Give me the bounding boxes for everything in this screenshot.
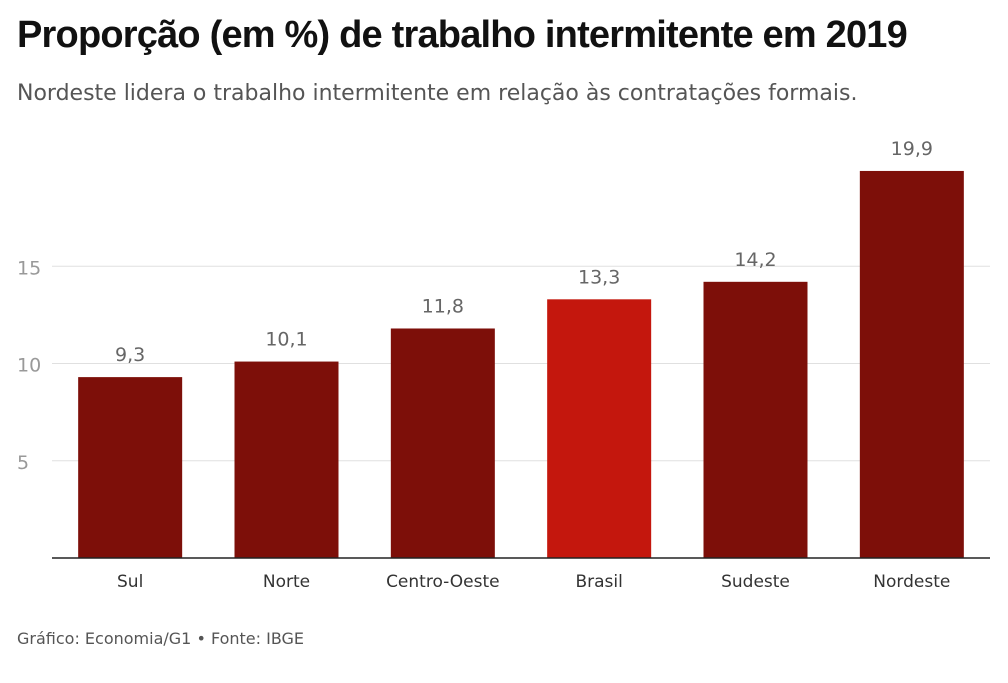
data-label: 9,3 [115, 344, 145, 366]
x-tick-label: Nordeste [873, 572, 950, 592]
x-tick-label: Sul [117, 572, 143, 592]
bar-chart: 5 10 15 9,3 Sul 10,1 Norte 11,8 Centro-Oeste 13,3… [17, 138, 990, 592]
chart-subtitle: Nordeste lidera o trabalho intermitente … [17, 81, 858, 106]
data-label: 10,1 [265, 329, 307, 351]
x-tick-label: Norte [263, 572, 310, 592]
bar [234, 361, 339, 558]
data-label: 14,2 [734, 249, 776, 271]
bar [703, 281, 808, 558]
y-tick-label: 15 [17, 257, 41, 279]
chart-title: Proporção (em %) de trabalho intermitent… [17, 14, 908, 56]
data-label: 11,8 [422, 295, 464, 317]
x-tick-label: Centro-Oeste [386, 572, 500, 592]
bar [390, 328, 495, 558]
x-tick-label: Brasil [575, 572, 622, 592]
bar [78, 377, 183, 558]
x-tick-label: Sudeste [721, 572, 790, 592]
bar [547, 299, 652, 558]
data-label: 19,9 [891, 138, 933, 160]
bar [859, 170, 964, 558]
data-label: 13,3 [578, 266, 620, 288]
y-tick-label: 5 [17, 452, 29, 474]
chart-source: Gráfico: Economia/G1 • Fonte: IBGE [17, 629, 305, 648]
y-tick-label: 10 [17, 355, 41, 377]
